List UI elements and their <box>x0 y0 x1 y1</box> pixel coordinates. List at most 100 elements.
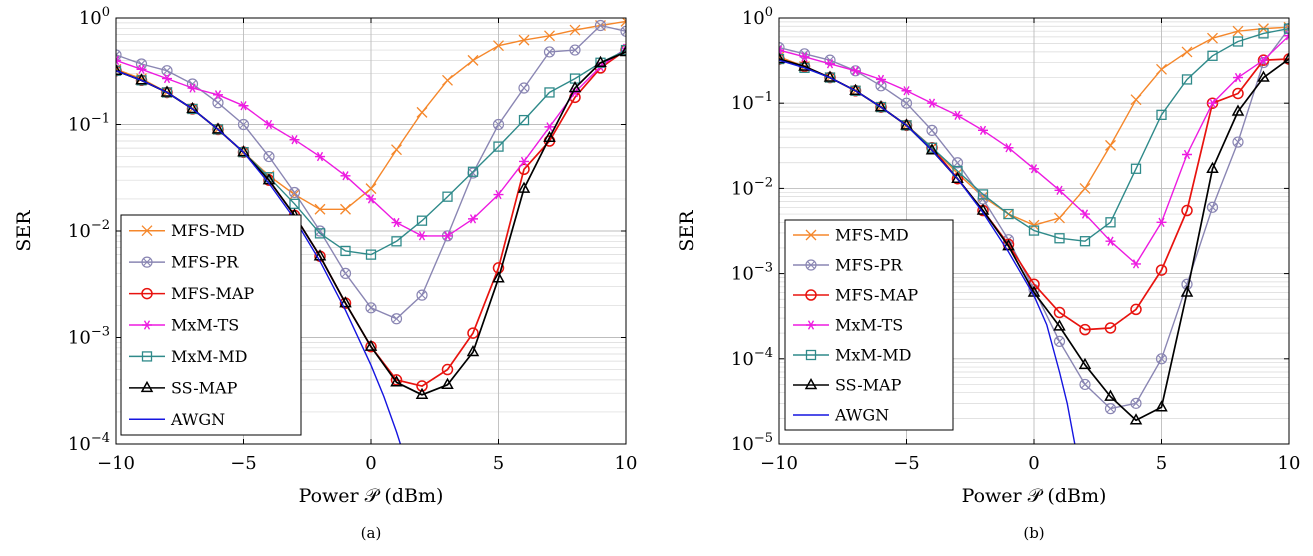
x-tick-label: 0 <box>1028 453 1039 474</box>
data-point <box>442 231 453 241</box>
data-point <box>805 349 817 361</box>
series-group <box>116 18 626 444</box>
data-point <box>1029 164 1039 174</box>
data-point <box>1258 55 1269 65</box>
data-point <box>1155 264 1168 276</box>
data-point <box>1104 403 1117 415</box>
data-point <box>619 44 626 57</box>
data-point <box>390 313 403 325</box>
legend-label: MFS-MD <box>171 221 245 240</box>
legend-label: AWGN <box>170 410 225 429</box>
data-point <box>366 194 376 204</box>
data-point <box>825 59 835 69</box>
legend-label: MFS-MD <box>835 226 909 245</box>
x-tick-label: 0 <box>365 453 376 474</box>
data-point <box>925 143 939 155</box>
data-point <box>1232 136 1244 148</box>
data-point <box>1181 74 1193 85</box>
data-point <box>518 34 530 46</box>
legend-label: MxM-TS <box>171 316 239 335</box>
data-point <box>493 40 504 52</box>
data-point <box>875 80 887 92</box>
data-point <box>441 377 454 390</box>
data-point <box>1104 389 1117 401</box>
data-point <box>442 191 453 202</box>
data-point <box>365 183 377 195</box>
data-point <box>1079 182 1091 194</box>
x-tick-label: −10 <box>760 453 798 474</box>
data-point <box>620 44 626 56</box>
legend-item: MxM-MD <box>129 347 247 366</box>
data-point <box>1155 400 1168 412</box>
y-axis-label: SER <box>13 210 35 252</box>
legend-label: SS-MAP <box>835 376 902 395</box>
data-point <box>1283 23 1289 34</box>
legend-label: AWGN <box>834 406 889 425</box>
data-point <box>876 74 886 85</box>
data-point <box>1130 163 1142 174</box>
data-point <box>926 124 938 136</box>
series-group <box>779 21 1289 444</box>
data-point <box>116 63 123 75</box>
data-point <box>779 53 785 65</box>
data-point <box>1079 323 1091 336</box>
data-point <box>1053 335 1066 348</box>
panel-caption: (a) <box>361 524 382 542</box>
data-point <box>416 215 428 226</box>
data-point <box>1233 72 1243 83</box>
y-tick-label: 10−3 <box>731 261 773 285</box>
data-point <box>391 217 402 228</box>
data-point <box>850 66 861 76</box>
y-tick-label: 10−1 <box>68 112 110 136</box>
legend-item: AWGN <box>129 410 225 429</box>
data-point <box>544 122 555 132</box>
y-tick-label: 10−2 <box>68 218 110 242</box>
data-point <box>263 150 275 163</box>
x-tick-label: 10 <box>615 453 638 474</box>
data-point <box>339 267 352 279</box>
data-point <box>416 289 428 301</box>
data-point <box>1105 217 1116 228</box>
data-point <box>951 171 964 183</box>
data-point <box>1232 87 1244 100</box>
data-point <box>492 271 505 283</box>
legend-item: MxM-MD <box>793 346 911 365</box>
data-point <box>162 73 172 84</box>
data-point <box>339 296 352 308</box>
data-point <box>1258 28 1269 39</box>
data-point <box>391 236 402 247</box>
data-point <box>211 122 225 134</box>
data-point <box>927 98 937 108</box>
data-point <box>805 259 817 271</box>
data-point <box>1207 50 1218 61</box>
data-point <box>1180 285 1194 297</box>
data-point <box>1054 233 1065 244</box>
data-point <box>569 24 581 36</box>
data-point <box>518 163 530 176</box>
data-point <box>364 339 378 351</box>
data-point <box>142 320 152 330</box>
data-point <box>467 54 479 66</box>
data-point <box>116 55 121 66</box>
data-point <box>620 25 626 37</box>
data-point <box>417 231 427 241</box>
data-point <box>492 118 505 131</box>
data-point <box>568 80 582 93</box>
data-point <box>1207 32 1218 44</box>
legend-item: MFS-MD <box>129 221 245 240</box>
data-point <box>468 214 478 224</box>
x-tick-label: 10 <box>1278 453 1301 474</box>
data-point <box>1206 161 1219 174</box>
data-point <box>779 45 784 55</box>
data-point <box>804 377 818 390</box>
data-point <box>288 186 301 199</box>
data-point <box>315 151 325 162</box>
data-point <box>1232 36 1244 47</box>
x-tick-label: −5 <box>893 453 920 474</box>
data-point <box>1105 236 1116 246</box>
data-point <box>416 106 428 118</box>
data-point <box>141 256 153 268</box>
data-point <box>1079 236 1091 247</box>
data-point <box>1130 303 1142 316</box>
